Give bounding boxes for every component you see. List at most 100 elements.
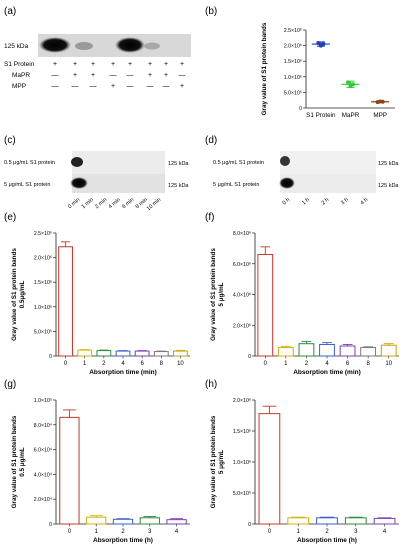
bar — [298, 343, 315, 357]
x-tick-label: 6 — [346, 361, 350, 367]
x-tick-label: 0 — [64, 361, 68, 367]
y-tick-label: 1.0×10⁶ — [284, 75, 302, 81]
y-axis-title: Gray value of S1 protein bands — [11, 248, 18, 341]
lane-label: 1 min — [81, 197, 95, 210]
y-tick-label: 1.5×10⁶ — [284, 59, 302, 65]
x-tick-label: 3 — [354, 529, 358, 535]
y-tick-label: 6.0×10⁶ — [233, 262, 251, 268]
blot-d-marker-bottom: 125 kDa — [378, 183, 399, 189]
x-tick-label: 6 — [140, 361, 144, 367]
y-axis-title: Gray value of S1 protein bands — [261, 22, 268, 115]
x-tick-label: 10 — [385, 361, 392, 367]
x-tick-label: 1 — [95, 529, 99, 535]
x-axis-title: Absorption time (h) — [297, 537, 357, 544]
treatment-row-label: S1 Protein — [4, 61, 35, 68]
x-tick-label: 1 — [284, 361, 288, 367]
treatment-sign: + — [91, 72, 95, 79]
y-tick-label: 2.0×10⁶ — [233, 323, 251, 329]
treatment-sign: + — [148, 72, 152, 79]
blot-d-marker-top: 125 kDa — [378, 161, 399, 167]
bar — [287, 517, 310, 525]
panel-a-label: (a) — [4, 6, 16, 17]
x-tick-label: 8 — [160, 361, 164, 367]
treatment-sign: + — [128, 61, 132, 68]
y-tick-label: 1.0×10⁶ — [34, 305, 52, 311]
x-tick-label: S1 Protein — [306, 112, 336, 119]
y-tick-label: 2.5×10⁶ — [34, 231, 52, 237]
y-tick-label: 2.5×10⁶ — [284, 28, 302, 34]
x-tick-label: MPP — [373, 112, 387, 119]
bar — [59, 416, 80, 525]
y-axis-title: 0.5 μg/mL — [19, 447, 26, 477]
x-tick-label: 1 — [83, 361, 87, 367]
blot-a-treatment-table: S1 Protein + + + + + + + + MaPR — + + — — + + — MPP — — — + — — —… — [4, 61, 186, 90]
y-tick-label: 8.0×10⁴ — [34, 423, 52, 429]
panel-d-label: (d) — [205, 135, 217, 146]
x-tick-label: 3 — [148, 529, 152, 535]
blot-a-strip — [38, 34, 191, 57]
blot-c-marker-top: 125 kDa — [168, 161, 189, 167]
bar — [360, 347, 377, 357]
treatment-sign: — — [163, 83, 170, 90]
blot-c-marker-bottom: 125 kDa — [168, 183, 189, 189]
lane-label: 2 min — [94, 197, 108, 210]
bar — [134, 350, 150, 357]
treatment-sign: + — [111, 61, 115, 68]
treatment-sign: — — [147, 83, 154, 90]
y-axis-title: Gray value of S1 protein bands — [11, 415, 18, 508]
x-axis-title: Absorption time (min) — [89, 369, 157, 376]
blot-a-band-3 — [115, 37, 145, 53]
bar — [86, 516, 107, 525]
x-tick-label: 4 — [325, 361, 329, 367]
lane-label: 4 h — [360, 197, 370, 207]
panel-a-blot: (a) 125 kDa S1 Protein + + + + + + + + MaPR — + + — — +… — [4, 6, 191, 90]
lane-label: 2 h — [321, 197, 331, 207]
y-tick-label: 2.0×10⁶ — [284, 44, 302, 50]
panel-c-blot: (c) 0.5 μg/mL S1 protein 5 μg/mL S1 prot… — [4, 135, 189, 212]
bar — [112, 518, 134, 525]
x-tick-label: MaPR — [342, 112, 360, 119]
chart-g: (g) 0 2.0×10⁴ 4.0×10⁴ 6.0×10⁴ 8.0×10⁴ 1.0×10⁵ G… — [4, 379, 190, 544]
bar — [316, 517, 338, 525]
y-tick-label: 4.0×10⁶ — [233, 293, 251, 299]
blot-a-band-2 — [75, 42, 93, 50]
treatment-sign: + — [180, 61, 184, 68]
lane-label: 0 min — [67, 197, 81, 210]
bar — [115, 350, 131, 357]
x-tick-label: 2 — [121, 529, 125, 535]
y-tick-label: 5.0×10⁵ — [34, 329, 52, 335]
treatment-sign: — — [110, 72, 117, 79]
data-point — [316, 41, 321, 46]
lane-label: 10 min — [146, 197, 163, 212]
bar — [344, 517, 367, 525]
treatment-sign: + — [73, 72, 77, 79]
y-tick-label: 0 — [248, 522, 251, 528]
y-tick-label: 5.0×10⁵ — [233, 491, 251, 497]
y-axis-title: 0.5μg/mL — [19, 281, 26, 309]
panel-label: (h) — [205, 379, 217, 390]
chart-f: (f) 0 2.0×10⁶ 4.0×10⁶ 6.0×10⁶ 8.0×10⁶ Gray val… — [205, 212, 399, 376]
blot-c-band-top — [71, 157, 83, 167]
y-tick-label: 0 — [248, 354, 251, 360]
y-tick-label: 0 — [49, 354, 52, 360]
treatment-sign: + — [53, 61, 57, 68]
bar — [339, 345, 356, 357]
lane-label: 4 min — [108, 197, 122, 210]
y-tick-label: 1.5×10⁶ — [233, 429, 251, 435]
panel-label: (e) — [4, 212, 16, 223]
y-tick-label: 6.0×10⁴ — [34, 448, 52, 454]
treatment-row-label: MPP — [12, 83, 26, 90]
x-tick-label: 2 — [325, 529, 329, 535]
treatment-sign: + — [164, 61, 168, 68]
x-tick-label: 0 — [268, 529, 272, 535]
x-axis-title: Absorption time (h) — [93, 537, 153, 544]
bar — [380, 344, 397, 357]
blot-c-band-bottom — [70, 177, 88, 189]
blot-d-band-bottom — [279, 177, 295, 189]
panel-label: (b) — [205, 6, 217, 17]
treatment-sign: — — [179, 72, 186, 79]
bar — [258, 413, 281, 525]
y-axis-title: Gray value of S1 protein bands — [210, 248, 217, 341]
